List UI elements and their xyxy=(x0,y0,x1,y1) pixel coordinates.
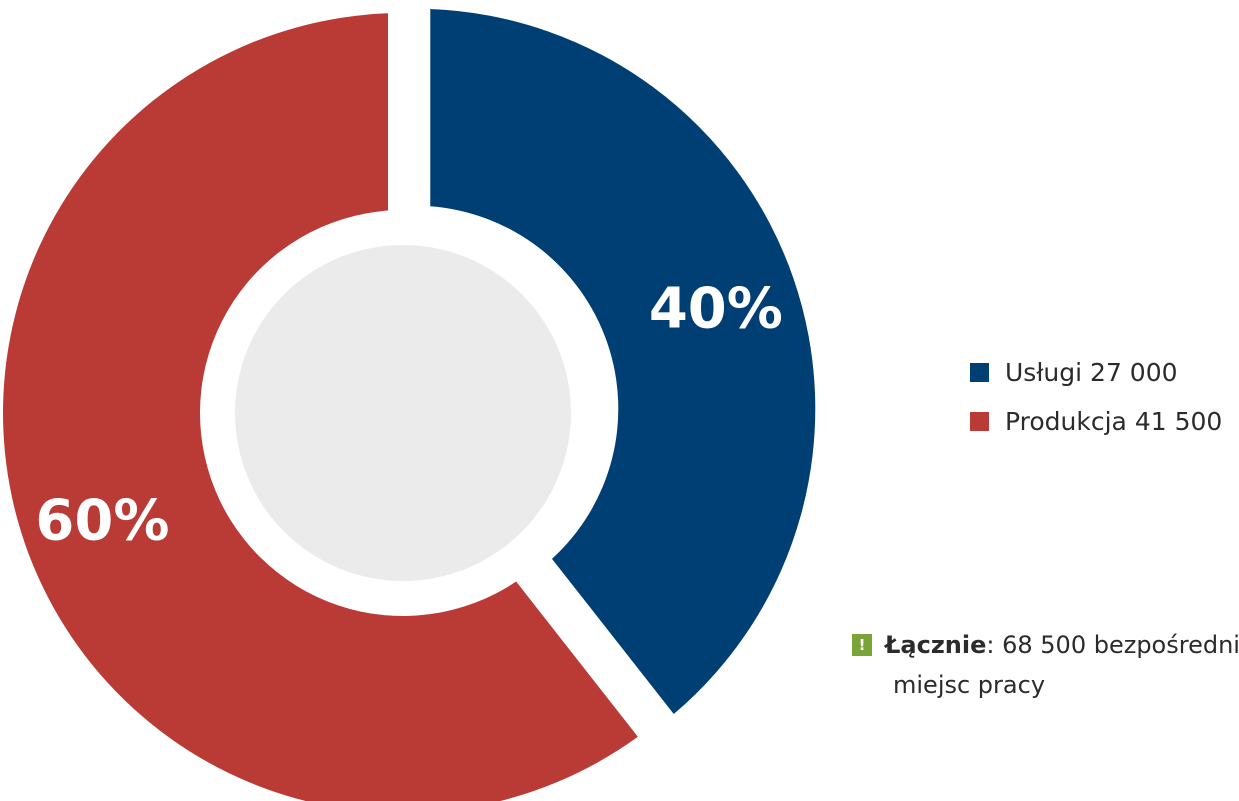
total-note-bold: Łącznie xyxy=(885,631,987,659)
slice-percent-label-usługi: 40% xyxy=(649,276,783,341)
legend-item-uslugi: Usługi 27 000 xyxy=(970,348,1222,397)
legend-swatch-uslugi xyxy=(970,363,989,382)
donut-slice-produkcja xyxy=(3,13,638,801)
donut-center xyxy=(235,245,571,581)
legend-value-uslugi: 27 000 xyxy=(1090,358,1178,387)
legend-swatch-produkcja xyxy=(970,412,989,431)
total-note-line2: miejsc pracy xyxy=(893,671,1046,699)
donut-slice-usługi xyxy=(430,9,816,715)
total-note: ! Łącznie: 68 500 bezpośrednich miejsc pr… xyxy=(852,625,1239,705)
legend-item-produkcja: Produkcja 41 500 xyxy=(970,397,1222,446)
legend: Usługi 27 000 Produkcja 41 500 xyxy=(970,348,1222,446)
legend-label-uslugi: Usługi xyxy=(1005,358,1083,387)
legend-value-produkcja: 41 500 xyxy=(1134,407,1223,436)
total-note-line1: ! Łącznie: 68 500 bezpośrednich xyxy=(852,625,1239,665)
slice-percent-label-produkcja: 60% xyxy=(35,488,169,553)
legend-label-produkcja: Produkcja xyxy=(1005,407,1127,436)
total-note-separator: : xyxy=(986,631,995,659)
exclamation-icon: ! xyxy=(852,634,872,656)
total-note-text: 68 500 bezpośrednich xyxy=(1002,631,1239,659)
